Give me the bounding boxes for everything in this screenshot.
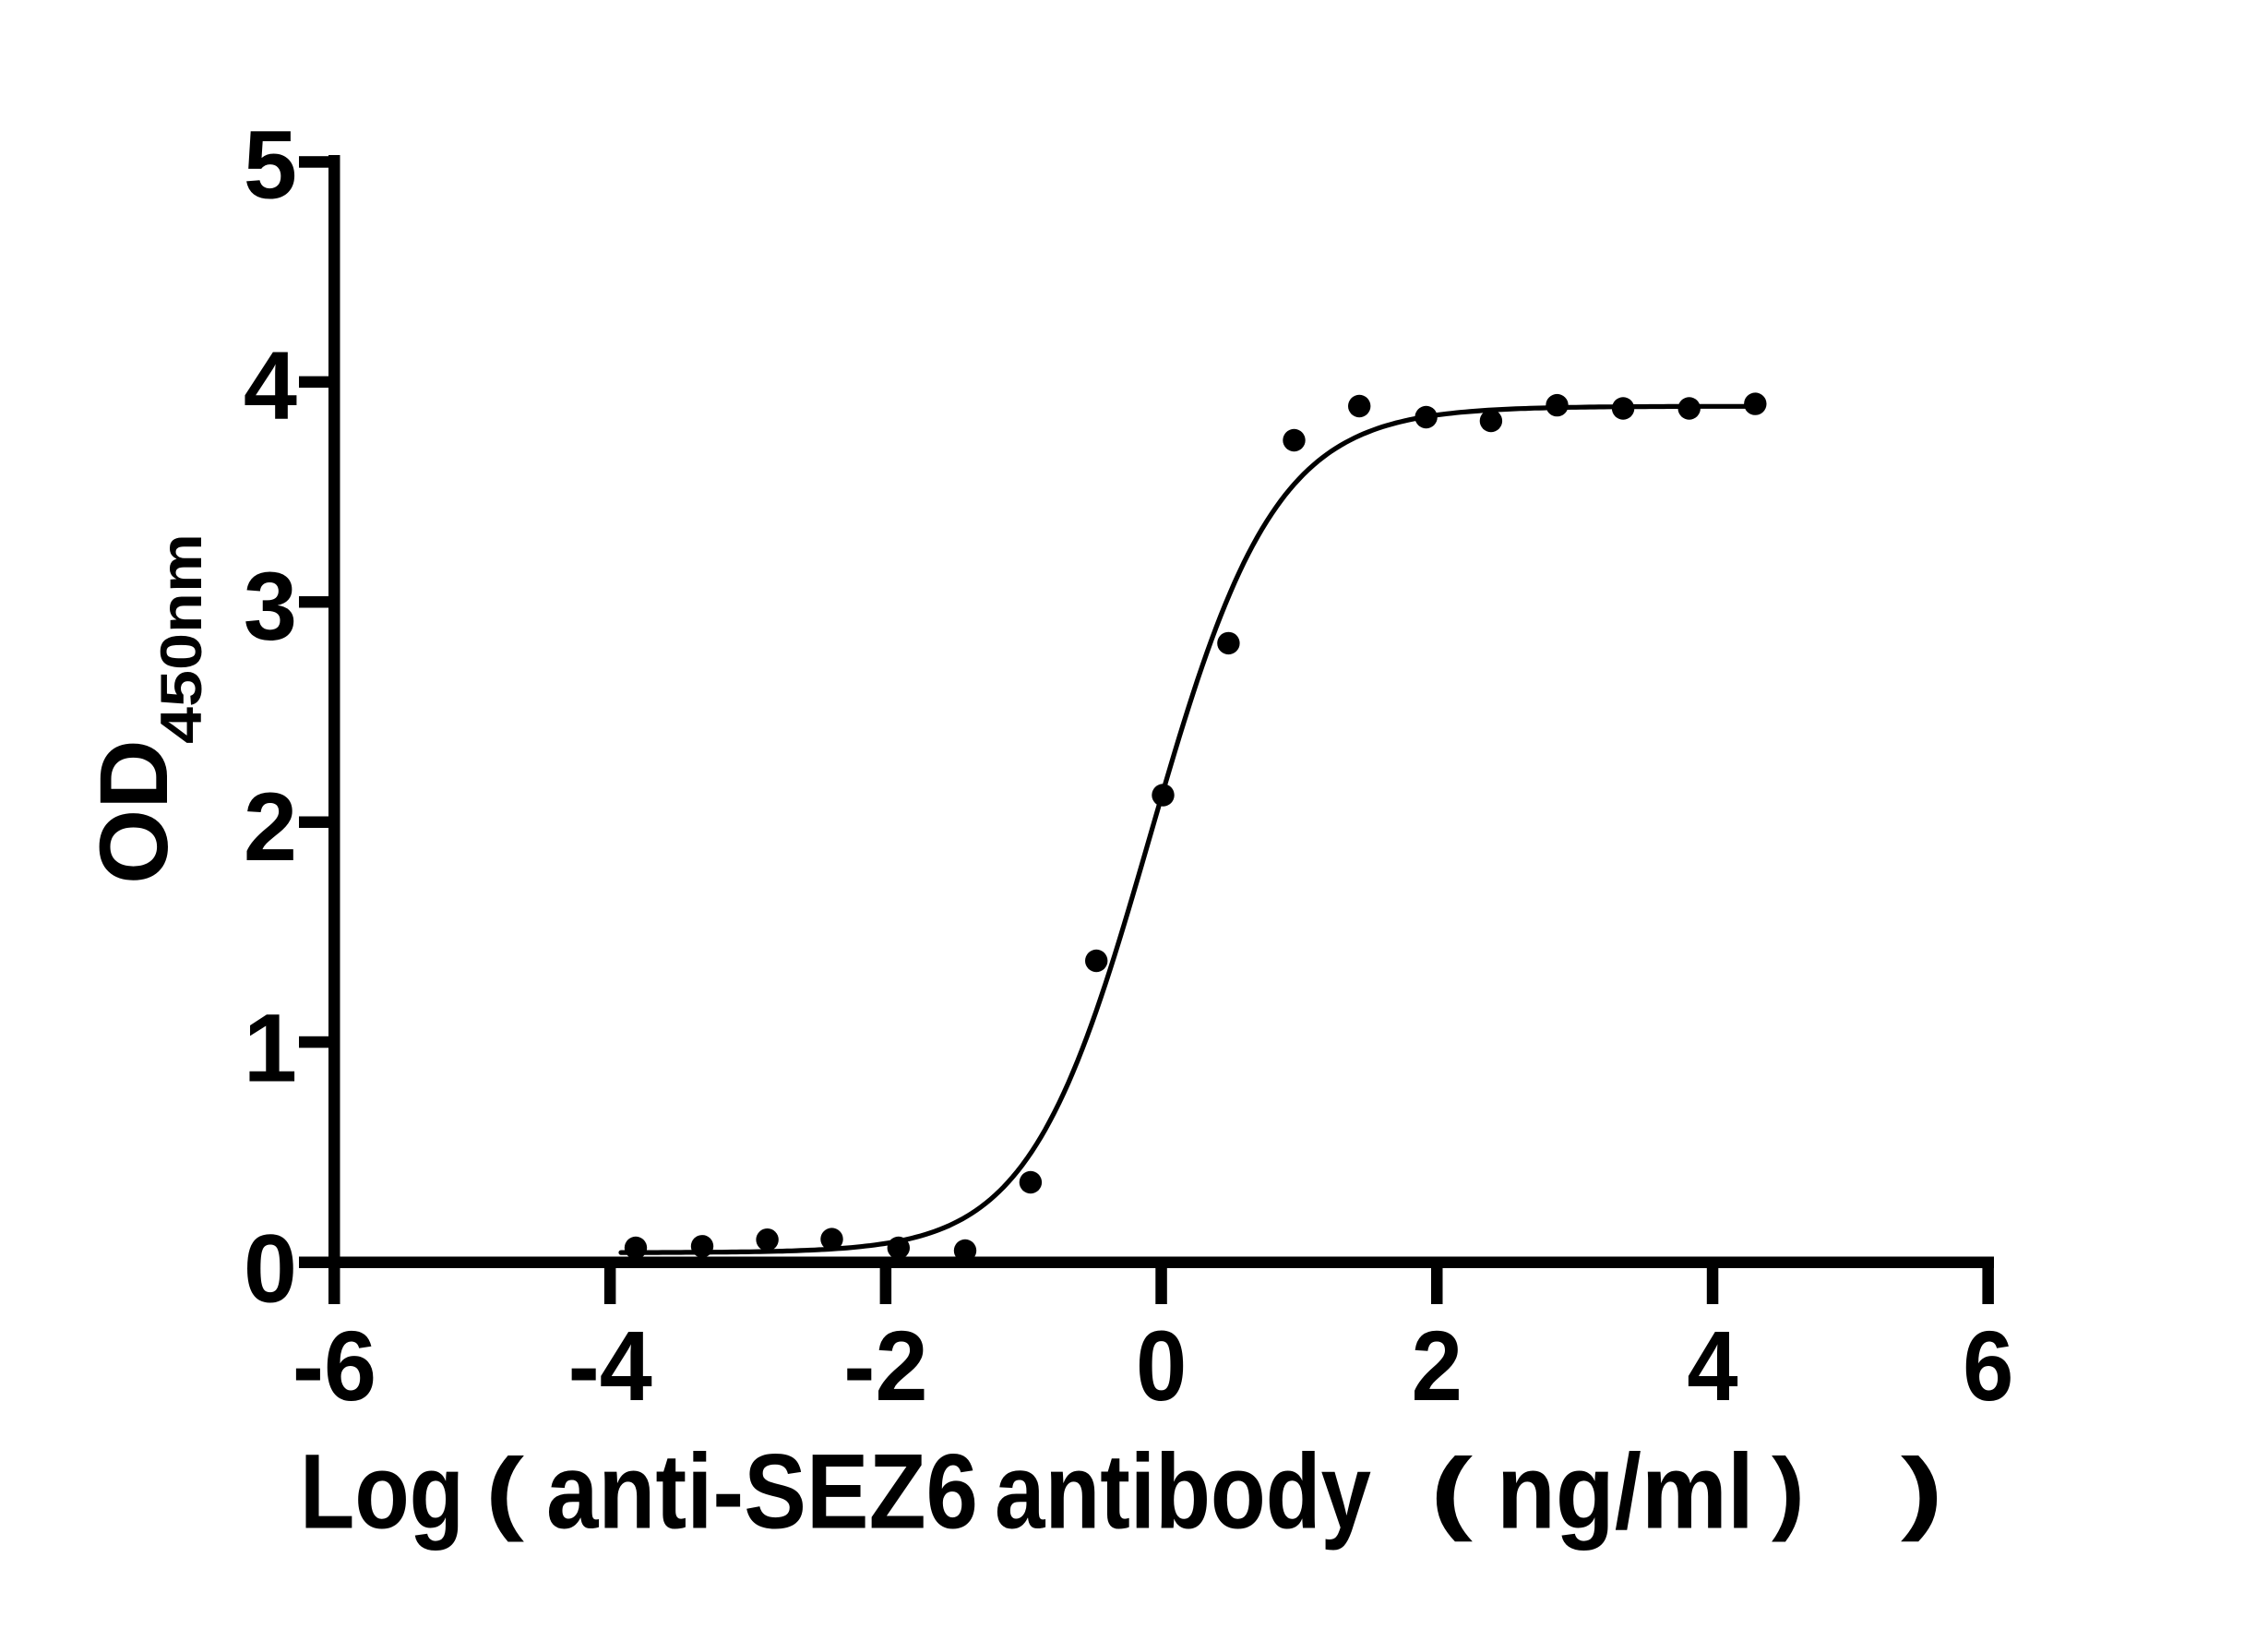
svg-text:0: 0	[1136, 1310, 1187, 1421]
svg-text:-2: -2	[843, 1312, 927, 1422]
svg-text:-4: -4	[568, 1312, 653, 1422]
svg-text:): )	[1772, 1440, 1805, 1543]
svg-text:2: 2	[1412, 1310, 1462, 1421]
svg-text:4: 4	[244, 332, 297, 440]
svg-text:4: 4	[1687, 1310, 1738, 1421]
svg-text:3: 3	[244, 553, 297, 661]
svg-text:0: 0	[244, 1216, 297, 1324]
svg-text:Log: Log	[300, 1433, 464, 1551]
svg-text:(: (	[1430, 1440, 1474, 1543]
svg-text:anti-SEZ6: anti-SEZ6	[546, 1433, 978, 1551]
svg-text:): )	[1901, 1440, 1943, 1543]
svg-text:450nm: 450nm	[149, 533, 214, 744]
svg-text:ng/ml: ng/ml	[1497, 1433, 1754, 1551]
svg-text:2: 2	[244, 773, 297, 881]
svg-text:6: 6	[1963, 1310, 2013, 1421]
svg-text:antibody: antibody	[995, 1433, 1371, 1551]
svg-text:OD: OD	[80, 739, 188, 884]
svg-text:1: 1	[244, 994, 297, 1102]
svg-text:-6: -6	[292, 1312, 376, 1422]
svg-text:(: (	[485, 1440, 525, 1543]
svg-text:5: 5	[244, 112, 297, 220]
